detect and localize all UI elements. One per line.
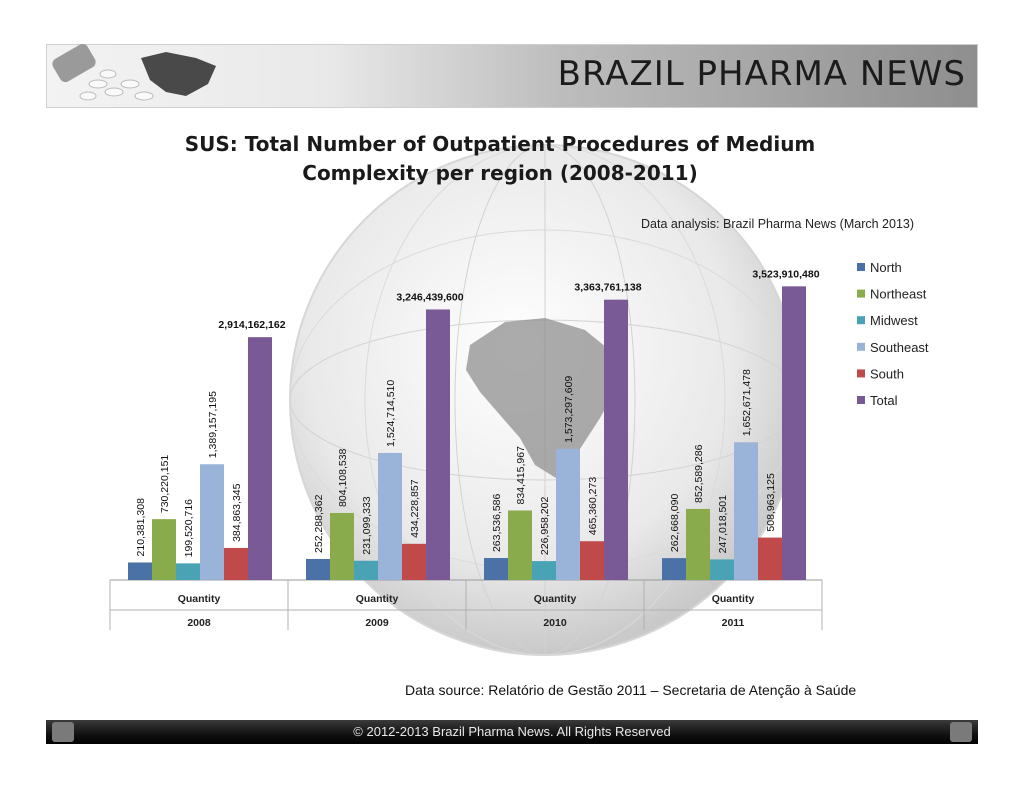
legend-swatch-total — [857, 396, 865, 404]
bar-total-2011 — [782, 286, 806, 580]
data-label: 3,246,439,600 — [396, 291, 463, 303]
header-banner: BRAZIL PHARMA NEWS — [46, 44, 978, 108]
bar-midwest-2008 — [176, 563, 200, 580]
category-label: 2011 — [722, 617, 745, 629]
bar-midwest-2010 — [532, 561, 556, 580]
bar-north-2008 — [128, 562, 152, 580]
chart-title: SUS: Total Number of Outpatient Procedur… — [150, 130, 850, 188]
bar-south-2011 — [758, 537, 782, 580]
data-label: 263,536,586 — [491, 493, 503, 552]
legend-label-northeast: Northeast — [870, 287, 927, 302]
bar-southeast-2010 — [556, 448, 580, 580]
data-label: 730,220,151 — [159, 455, 171, 514]
data-label: 434,228,857 — [409, 479, 421, 538]
legend-swatch-midwest — [857, 316, 865, 325]
chart-title-line-2: Complexity per region (2008-2011) — [302, 161, 698, 185]
data-label: 199,520,716 — [183, 499, 195, 558]
bar-northeast-2009 — [330, 512, 354, 580]
legend-label-southeast: Southeast — [870, 340, 929, 355]
copyright-text: © 2012-2013 Brazil Pharma News. All Righ… — [353, 724, 671, 739]
category-label: 2009 — [365, 617, 389, 629]
footer-left-logo-icon — [52, 722, 74, 742]
data-label: 3,363,761,138 — [574, 282, 641, 294]
data-label: 231,099,333 — [361, 496, 373, 555]
bar-southeast-2009 — [378, 452, 402, 580]
footer-bar: © 2012-2013 Brazil Pharma News. All Righ… — [46, 720, 978, 744]
pills-logo-icon — [52, 44, 216, 101]
data-label: 465,360,273 — [587, 477, 599, 536]
data-label: 804,108,538 — [337, 448, 349, 507]
bar-south-2008 — [224, 547, 248, 580]
brand-title: BRAZIL PHARMA NEWS — [557, 54, 966, 94]
data-label: 508,963,125 — [765, 473, 777, 532]
category-label: 2008 — [187, 617, 211, 629]
source-note: Data source: Relatório de Gestão 2011 – … — [405, 682, 857, 698]
data-label: 2,914,162,162 — [218, 319, 285, 331]
data-label: 1,573,297,609 — [563, 376, 575, 443]
bar-total-2010 — [604, 299, 628, 580]
data-label: 3,523,910,480 — [752, 268, 819, 280]
bar-midwest-2009 — [354, 560, 378, 580]
data-label: 384,863,345 — [231, 483, 243, 542]
brazil-map-shape — [466, 318, 618, 478]
bar-north-2010 — [484, 558, 508, 580]
chart-title-line-1: SUS: Total Number of Outpatient Procedur… — [184, 132, 816, 156]
data-label: 262,668,090 — [669, 494, 681, 553]
bar-midwest-2011 — [710, 559, 734, 580]
bar-north-2011 — [662, 558, 686, 580]
bar-southeast-2008 — [200, 464, 224, 580]
data-label: 1,389,157,195 — [207, 391, 219, 458]
bar-northeast-2011 — [686, 508, 710, 580]
bar-southeast-2011 — [734, 442, 758, 580]
footer-right-logo-icon — [950, 722, 972, 742]
category-label: 2010 — [543, 617, 567, 629]
category-sublabel: Quantity — [356, 593, 399, 605]
data-label: 1,652,671,478 — [741, 369, 753, 436]
data-label: 226,958,202 — [539, 497, 551, 556]
bar-northeast-2010 — [508, 510, 532, 580]
data-label: 252,288,362 — [313, 494, 325, 553]
bar-total-2009 — [426, 309, 450, 580]
bar-total-2008 — [248, 337, 272, 580]
data-label: 834,415,967 — [515, 446, 527, 505]
legend-swatch-north — [857, 263, 865, 271]
category-sublabel: Quantity — [178, 593, 221, 605]
legend-swatch-south — [857, 369, 865, 378]
data-label: 247,018,501 — [717, 495, 729, 554]
category-sublabel: Quantity — [712, 593, 755, 605]
analysis-note: Data analysis: Brazil Pharma News (March… — [641, 217, 915, 231]
legend-label-north: North — [870, 260, 902, 275]
legend-label-midwest: Midwest — [870, 313, 918, 328]
legend-label-south: South — [870, 366, 904, 381]
data-label: 852,589,286 — [693, 444, 705, 503]
legend-swatch-southeast — [857, 342, 865, 351]
bar-south-2009 — [402, 543, 426, 580]
bar-south-2010 — [580, 541, 604, 580]
bar-northeast-2008 — [152, 519, 176, 580]
category-sublabel: Quantity — [534, 593, 577, 605]
data-label: 1,524,714,510 — [385, 380, 397, 447]
bar-north-2009 — [306, 558, 330, 580]
legend-label-total: Total — [870, 393, 898, 408]
legend-swatch-northeast — [857, 289, 865, 298]
data-label: 210,381,308 — [135, 498, 147, 557]
